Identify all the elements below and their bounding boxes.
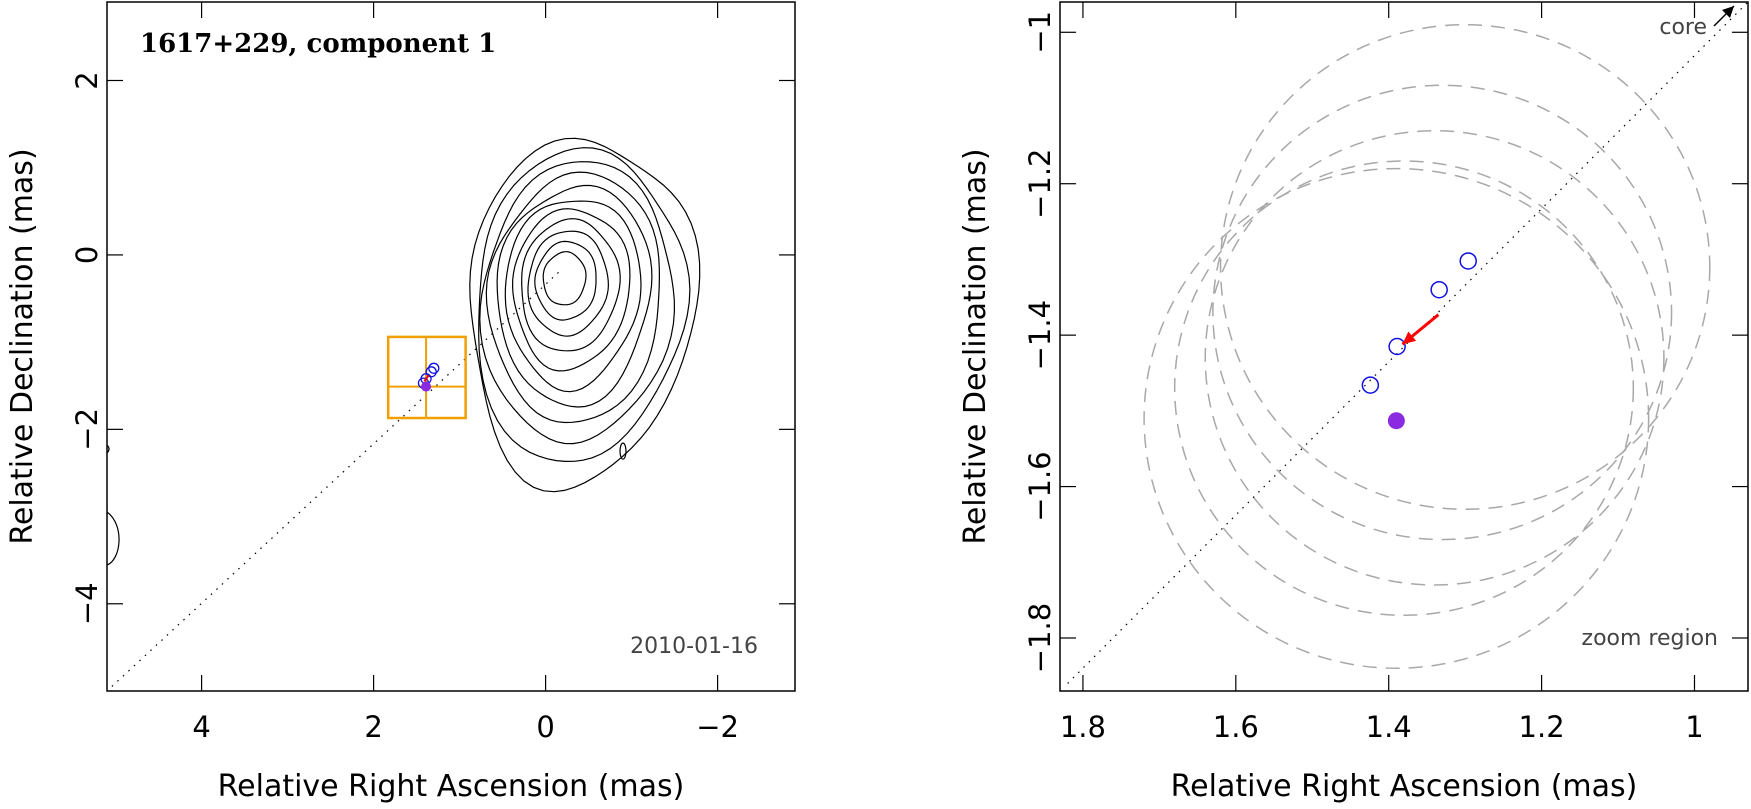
y-tick-label: −1.8 (1023, 603, 1057, 673)
left-plot-area (107, 137, 701, 691)
x-tick-label: 2 (364, 710, 382, 744)
contour-level-2 (534, 240, 597, 321)
y-tick-label: 0 (70, 246, 104, 264)
core-label: core (1659, 15, 1707, 40)
component-circle (1361, 376, 1380, 394)
uncertainty-circle (1219, 23, 1711, 511)
isolated-contour (619, 442, 627, 460)
contour-level-9 (479, 161, 676, 445)
contour-level-10 (478, 147, 691, 463)
y-tick-label: 2 (70, 71, 104, 89)
y-tick-label: −2 (70, 408, 104, 451)
x-tick-label: 1.4 (1366, 710, 1412, 744)
date-annotation: 2010-01-16 (630, 634, 758, 659)
uncertainty-circle (1212, 84, 1673, 541)
component-circle (1388, 337, 1406, 356)
motion-arrow-head (1402, 331, 1417, 345)
uncertainty-circle (1204, 129, 1665, 586)
x-tick-label: 4 (192, 710, 210, 744)
y-tick-label: −1 (1023, 11, 1057, 54)
x-tick-label: 1 (1685, 710, 1703, 744)
y-axis-title: Relative Declination (mas) (958, 148, 993, 544)
x-tick-label: 1.2 (1519, 710, 1565, 744)
plot-title: 1617+229, component 1 (140, 29, 496, 59)
edge-contour (107, 511, 120, 566)
contour-level-6 (504, 200, 642, 393)
y-tick-label: −1.2 (1023, 149, 1057, 219)
right-plot-area (1067, 2, 1748, 684)
y-axis-title: Relative Declination (mas) (5, 148, 40, 544)
x-axis-title: Relative Right Ascension (mas) (218, 769, 685, 804)
x-tick-label: −2 (696, 710, 739, 744)
component-circle (428, 362, 440, 374)
contour-level-5 (511, 208, 631, 372)
contour-level-4 (521, 218, 621, 352)
contour-level-8 (485, 171, 661, 424)
motion-arrow (423, 374, 430, 382)
x-tick-label: 0 (536, 710, 554, 744)
y-tick-label: −1.6 (1023, 451, 1057, 521)
core-arrow-head (1722, 6, 1734, 18)
contour-level-7 (496, 184, 653, 408)
contour-level-1 (542, 251, 587, 306)
contour-level-11 (469, 137, 701, 493)
filled-point (421, 381, 432, 392)
uncertainty-circle (1173, 160, 1635, 617)
filled-point (1387, 412, 1405, 430)
zoom-region-label: zoom region (1582, 626, 1718, 651)
plot-frame (106, 1, 796, 692)
component-circle (1430, 280, 1448, 299)
x-axis-title: Relative Right Ascension (mas) (1171, 769, 1638, 804)
x-tick-label: 1.8 (1060, 710, 1106, 744)
x-tick-label: 1.6 (1213, 710, 1259, 744)
plot-frame (1059, 1, 1749, 692)
component-circle (1459, 252, 1477, 270)
y-tick-label: −4 (70, 582, 104, 625)
y-tick-label: −1.4 (1023, 300, 1057, 370)
ridge-line (107, 271, 559, 691)
contour-level-3 (527, 230, 610, 337)
uncertainty-circle (1143, 167, 1650, 670)
